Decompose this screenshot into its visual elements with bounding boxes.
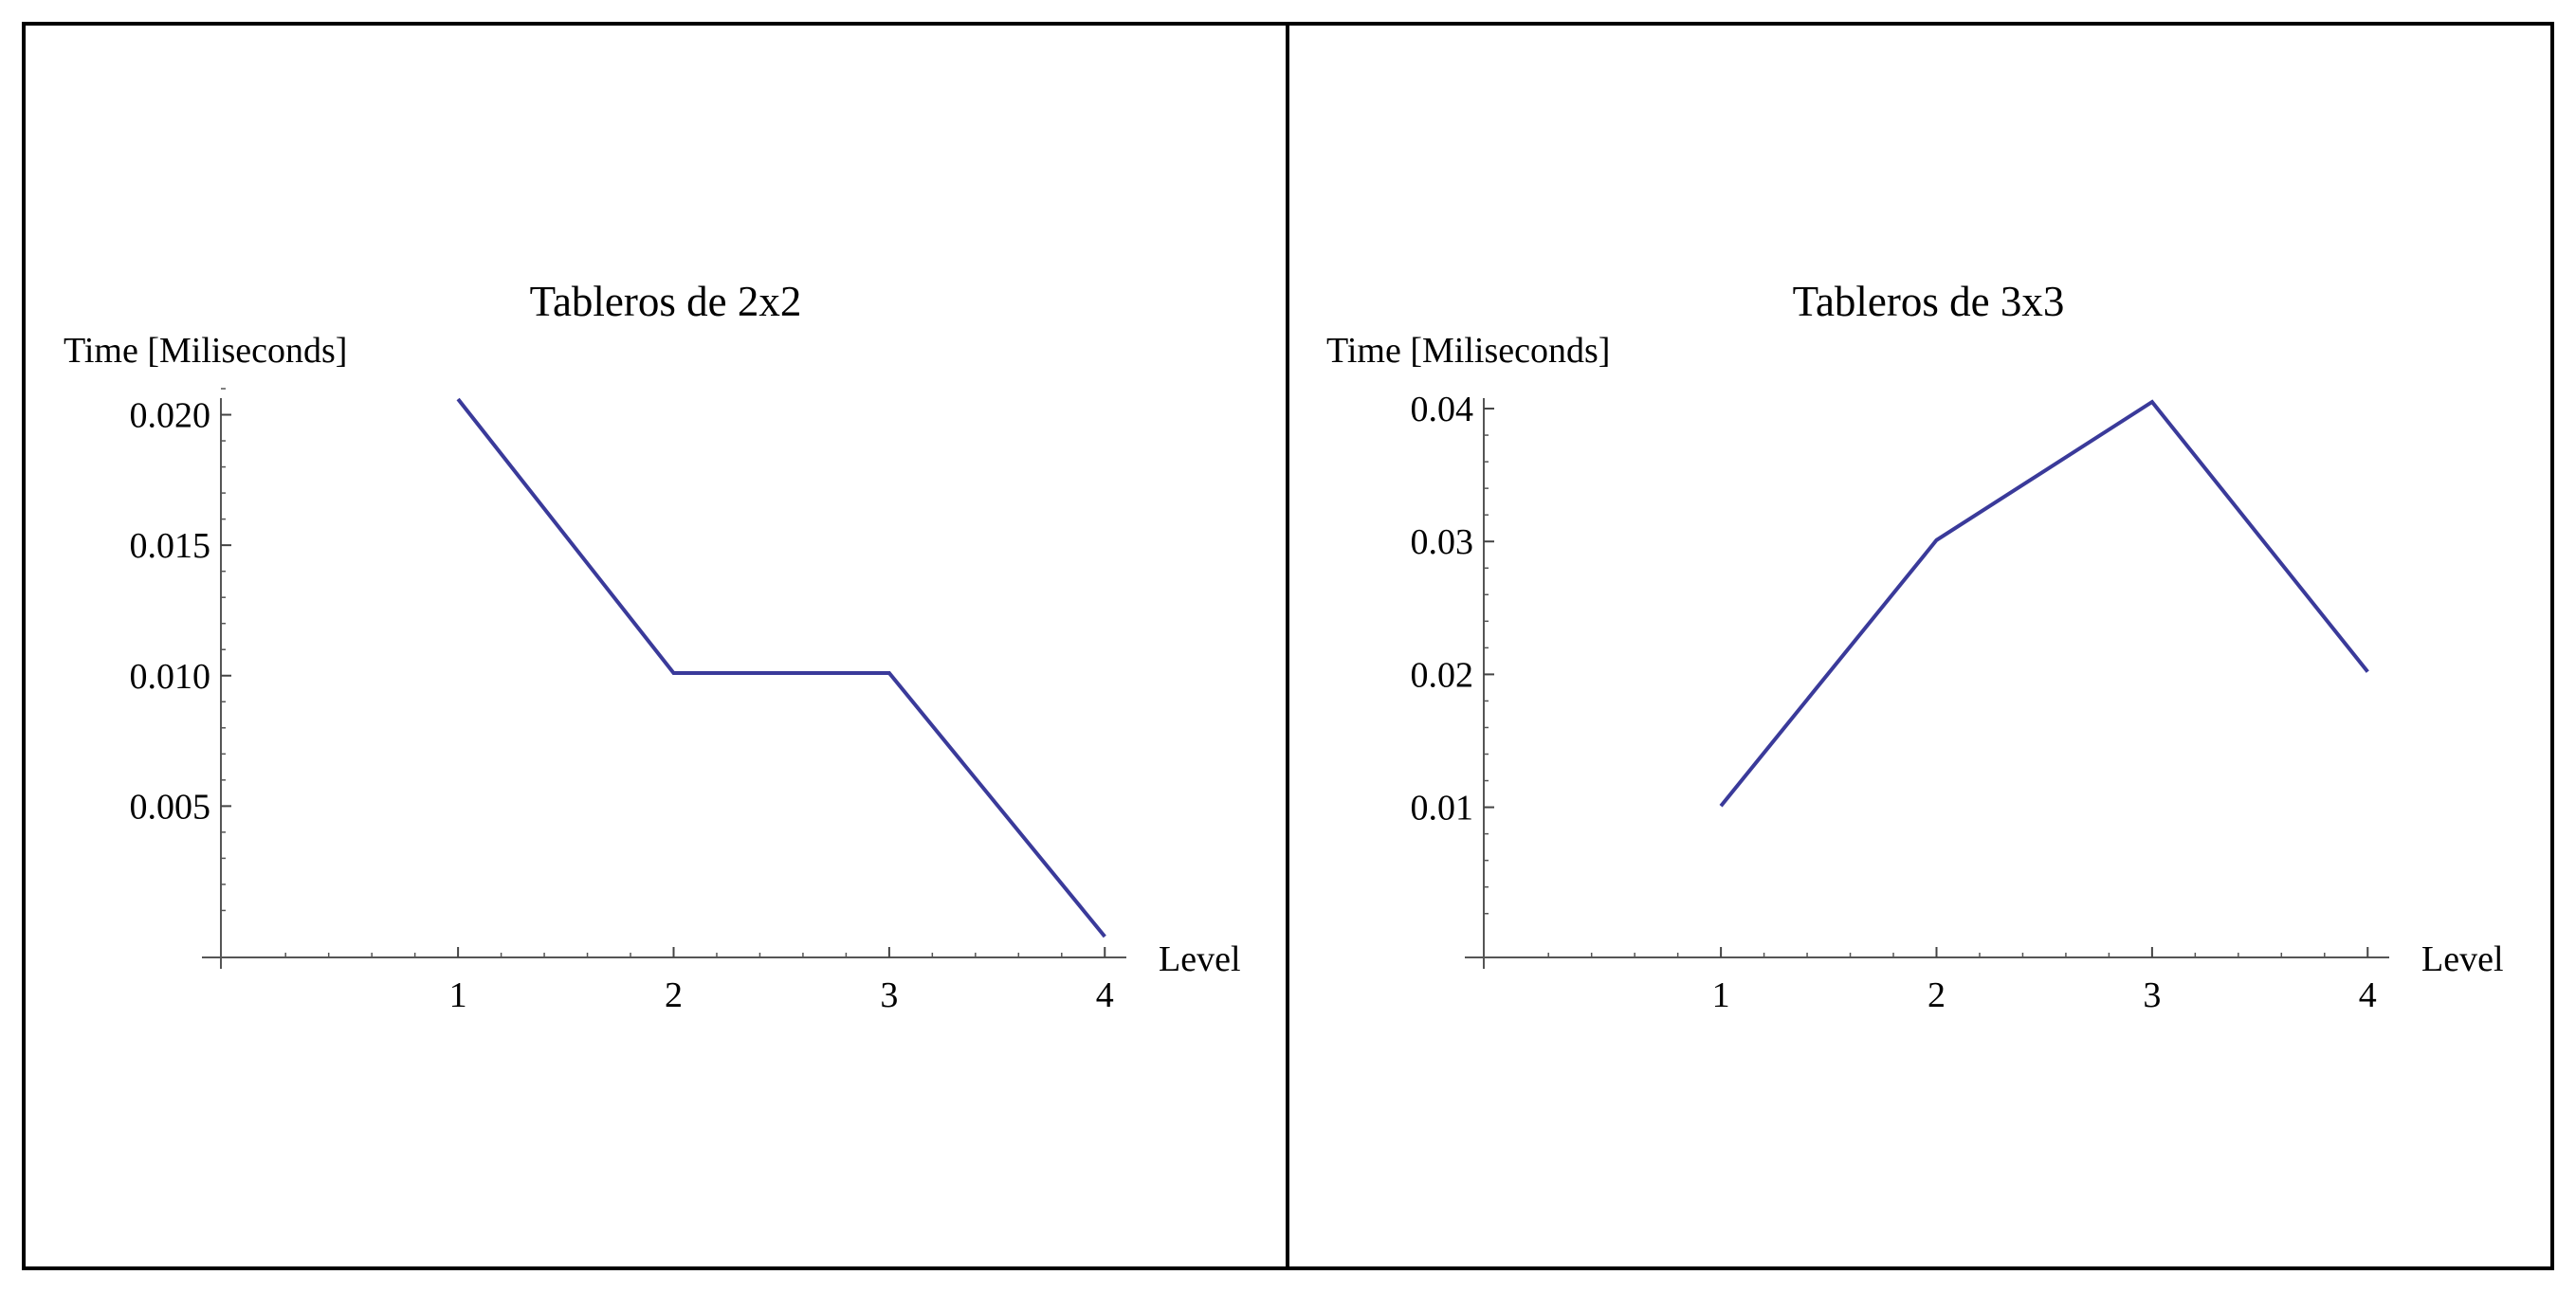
x-axis-label: Level [1159,939,1241,979]
x-tick-label: 4 [1096,975,1114,1015]
y-tick-label: 0.03 [1411,522,1474,562]
x-tick-label: 3 [880,975,898,1015]
y-axis-label: Time [Miliseconds] [64,331,347,371]
y-tick-label: 0.005 [130,787,211,827]
y-ticks: 0.01 0.02 0.03 0.04 [1411,390,1494,829]
x-ticks: 1 2 3 4 [1712,947,2377,1015]
x-tick-label: 2 [1927,975,1946,1015]
x-axis-label: Level [2421,939,2504,979]
y-tick-label: 0.01 [1411,789,1474,829]
y-ticks: 0.005 0.010 0.015 0.020 [130,396,231,827]
chart-panel-2x2: Tableros de 2x2 Time [Miliseconds] Level… [64,278,1241,1015]
x-tick-label: 1 [449,975,467,1015]
y-axis-label: Time [Miliseconds] [1326,331,1610,371]
x-tick-label: 3 [2143,975,2161,1015]
series-line [456,397,1106,938]
x-tick-label: 1 [1712,975,1730,1015]
chart-title: Tableros de 2x2 [530,278,802,325]
chart-panel-3x3: Tableros de 3x3 Time [Miliseconds] Level… [1326,278,2504,1015]
y-tick-label: 0.04 [1411,390,1474,429]
y-tick-label: 0.020 [130,396,211,436]
x-ticks: 1 2 3 4 [449,947,1114,1015]
series-line [1719,399,2369,808]
y-tick-label: 0.02 [1411,655,1474,695]
y-tick-label: 0.015 [130,526,211,566]
minor-ticks [221,388,1106,957]
y-tick-label: 0.010 [130,657,211,697]
chart-title: Tableros de 3x3 [1793,278,2065,325]
minor-ticks [1484,408,2369,957]
x-tick-label: 4 [2359,975,2377,1015]
x-tick-label: 2 [665,975,683,1015]
